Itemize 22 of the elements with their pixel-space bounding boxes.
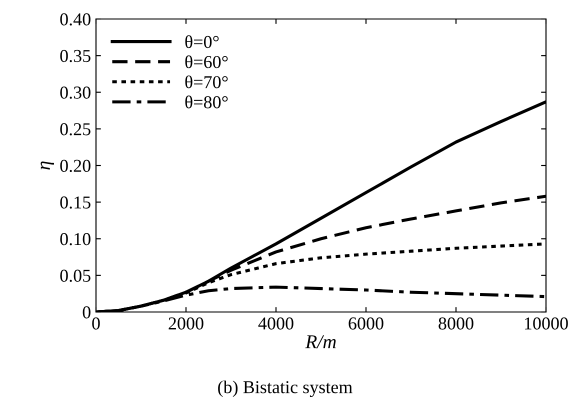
text: (b) Bistatic system bbox=[218, 380, 352, 397]
y-tick-label: 0.05 bbox=[60, 270, 90, 282]
y-tick-label: 0.35 bbox=[60, 50, 90, 62]
y-axis-title: η bbox=[40, 161, 54, 170]
legend-label: θ=60° bbox=[185, 55, 228, 68]
x-tick-label: 4000 bbox=[258, 317, 294, 330]
y-tick-label: 0.30 bbox=[60, 86, 90, 99]
x-tick-label: 8000 bbox=[438, 317, 474, 330]
y-tick-label: 0.40 bbox=[60, 13, 90, 26]
x-tick-label: 10000 bbox=[525, 317, 568, 330]
x-axis-title: R/m bbox=[305, 335, 336, 348]
y-tick-label: 0.25 bbox=[60, 123, 90, 136]
y-tick-label: 0.10 bbox=[60, 233, 90, 246]
legend-label: θ=70° bbox=[185, 75, 228, 88]
x-tick-label: 0 bbox=[92, 317, 100, 330]
x-tick-label: 2000 bbox=[168, 317, 204, 330]
legend-label: θ=0° bbox=[185, 35, 219, 48]
y-tick-label: 0.15 bbox=[60, 196, 90, 209]
y-tick-label: 0.20 bbox=[60, 160, 90, 172]
legend-label: θ=80° bbox=[185, 96, 228, 108]
y-tick-label: 0 bbox=[82, 306, 90, 318]
x-tick-label: 6000 bbox=[348, 317, 384, 330]
